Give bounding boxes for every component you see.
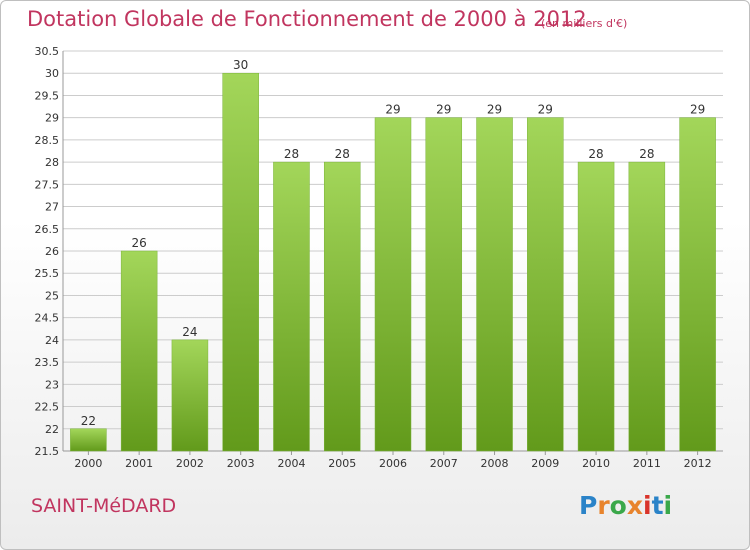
y-tick-label: 24.5 bbox=[35, 312, 60, 325]
x-tick-label: 2001 bbox=[125, 457, 153, 470]
bar-value-label: 24 bbox=[182, 325, 197, 339]
x-tick-label: 2003 bbox=[227, 457, 255, 470]
bar-value-label: 29 bbox=[690, 103, 705, 117]
y-tick-label: 26.5 bbox=[35, 223, 60, 236]
proxiti-logo[interactable]: Proxiti bbox=[579, 491, 672, 520]
y-tick-label: 26 bbox=[45, 245, 59, 258]
y-tick-label: 22 bbox=[45, 423, 59, 436]
bar bbox=[527, 117, 564, 452]
bar bbox=[323, 161, 361, 452]
y-tick-label: 29 bbox=[45, 112, 59, 125]
bar-value-label: 29 bbox=[385, 103, 400, 117]
logo-letter: t bbox=[651, 491, 664, 520]
place-name: SAINT-MéDARD bbox=[31, 495, 177, 517]
bar bbox=[171, 339, 209, 452]
bar bbox=[577, 161, 615, 452]
x-tick-label: 2002 bbox=[176, 457, 204, 470]
y-tick-label: 25 bbox=[45, 289, 59, 302]
y-tick-label: 27.5 bbox=[35, 178, 60, 191]
x-tick-label: 2009 bbox=[531, 457, 559, 470]
x-tick-label: 2008 bbox=[481, 457, 509, 470]
y-tick-label: 27 bbox=[45, 201, 59, 214]
bar bbox=[120, 250, 158, 452]
bars-layer bbox=[70, 72, 716, 452]
bar bbox=[628, 161, 666, 452]
logo-letter: x bbox=[626, 491, 643, 520]
bar-value-label: 28 bbox=[335, 147, 350, 161]
bar-value-label: 29 bbox=[538, 103, 553, 117]
bar-value-label: 30 bbox=[233, 58, 248, 72]
bar-value-label: 28 bbox=[588, 147, 603, 161]
x-tick-label: 2010 bbox=[582, 457, 610, 470]
logo-letter: i bbox=[663, 491, 673, 520]
y-tick-label: 24 bbox=[45, 334, 59, 347]
logo-letter: r bbox=[597, 491, 610, 520]
bar bbox=[273, 161, 310, 452]
x-tick-label: 2011 bbox=[633, 457, 661, 470]
y-tick-label: 29.5 bbox=[35, 89, 60, 102]
bar-value-label: 26 bbox=[132, 236, 147, 250]
bar bbox=[374, 117, 412, 452]
chart-title: Dotation Globale de Fonctionnement de 20… bbox=[27, 7, 587, 31]
y-tick-label: 30 bbox=[45, 67, 59, 80]
x-tick-label: 2000 bbox=[74, 457, 102, 470]
bar-value-label: 22 bbox=[81, 414, 96, 428]
bar bbox=[222, 72, 259, 452]
x-tick-label: 2004 bbox=[277, 457, 305, 470]
x-tick-label: 2005 bbox=[328, 457, 356, 470]
y-tick-label: 30.5 bbox=[35, 45, 60, 58]
bar bbox=[70, 428, 107, 452]
bar bbox=[476, 117, 513, 452]
bar-value-label: 28 bbox=[639, 147, 654, 161]
y-tick-label: 23.5 bbox=[35, 356, 60, 369]
y-tick-label: 21.5 bbox=[35, 445, 60, 458]
y-tick-label: 28 bbox=[45, 156, 59, 169]
unit-note: (en milliers d'€) bbox=[541, 17, 628, 30]
y-tick-label: 28.5 bbox=[35, 134, 60, 147]
logo-letter: i bbox=[643, 491, 652, 520]
x-tick-label: 2006 bbox=[379, 457, 407, 470]
labels-layer: 21.5 22 22.5 23 23.5 24 24.5 25 25.5 26 26.5 27 27.5… bbox=[35, 45, 712, 470]
x-tick-label: 2007 bbox=[430, 457, 458, 470]
bar-value-label: 28 bbox=[284, 147, 299, 161]
bar-value-label: 29 bbox=[487, 103, 502, 117]
y-tick-label: 25.5 bbox=[35, 267, 60, 280]
bar-value-label: 29 bbox=[436, 103, 451, 117]
logo-letter: P bbox=[579, 491, 598, 520]
logo-letter: o bbox=[609, 491, 627, 520]
y-tick-label: 22.5 bbox=[35, 401, 60, 414]
bar bbox=[425, 117, 463, 452]
x-tick-label: 2012 bbox=[684, 457, 712, 470]
y-tick-label: 23 bbox=[45, 378, 59, 391]
bar bbox=[679, 117, 716, 452]
